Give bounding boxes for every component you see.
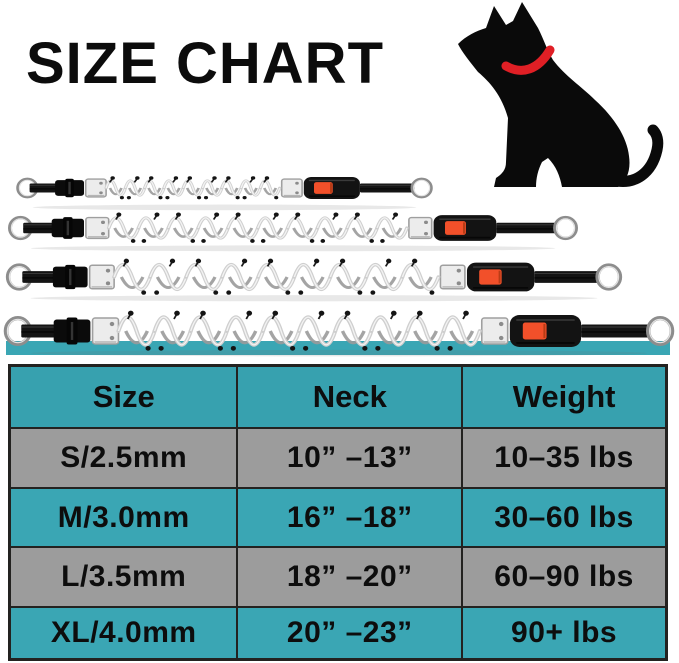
size-table-body: S/2.5mm 10” –13” 10–35 lbs M/3.0mm 16” –18” 3… <box>8 427 668 661</box>
table-row: M/3.0mm 16” –18” 30–60 lbs <box>8 486 668 549</box>
table-header-row: Size Neck Weight <box>8 364 668 429</box>
prong-collar-photo-s <box>16 176 433 211</box>
cell-size: S/2.5mm <box>8 427 239 489</box>
cell-neck: 10” –13” <box>236 427 464 489</box>
col-header-weight: Weight <box>461 364 668 429</box>
cell-weight: 10–35 lbs <box>461 427 668 489</box>
cell-neck: 18” –20” <box>236 546 464 609</box>
col-header-size: Size <box>8 364 239 429</box>
dog-collar-band <box>501 45 555 75</box>
dog-tail <box>606 124 664 187</box>
cell-weight: 90+ lbs <box>461 606 668 661</box>
cell-weight: 60–90 lbs <box>461 546 668 609</box>
prong-collar-photo-l <box>5 258 623 302</box>
page-title: SIZE CHART <box>26 31 384 96</box>
table-row: S/2.5mm 10” –13” 10–35 lbs <box>8 427 668 489</box>
table-top-accent <box>6 341 670 355</box>
cell-size: L/3.5mm <box>8 546 239 609</box>
cell-neck: 16” –18” <box>236 486 464 549</box>
col-header-neck: Neck <box>236 364 464 429</box>
cell-size: M/3.0mm <box>8 486 239 549</box>
dog-body <box>458 2 630 187</box>
table-row: L/3.5mm 18” –20” 60–90 lbs <box>8 546 668 609</box>
prong-collar-photo-m <box>8 212 578 252</box>
cell-weight: 30–60 lbs <box>461 486 668 549</box>
cell-neck: 20” –23” <box>236 606 464 661</box>
table-row: XL/4.0mm 20” –23” 90+ lbs <box>8 606 668 661</box>
dog-silhouette-icon <box>458 2 664 187</box>
size-table: Size Neck Weight S/2.5mm 10” –13” 10–35 lb… <box>8 364 668 661</box>
cell-size: XL/4.0mm <box>8 606 239 661</box>
